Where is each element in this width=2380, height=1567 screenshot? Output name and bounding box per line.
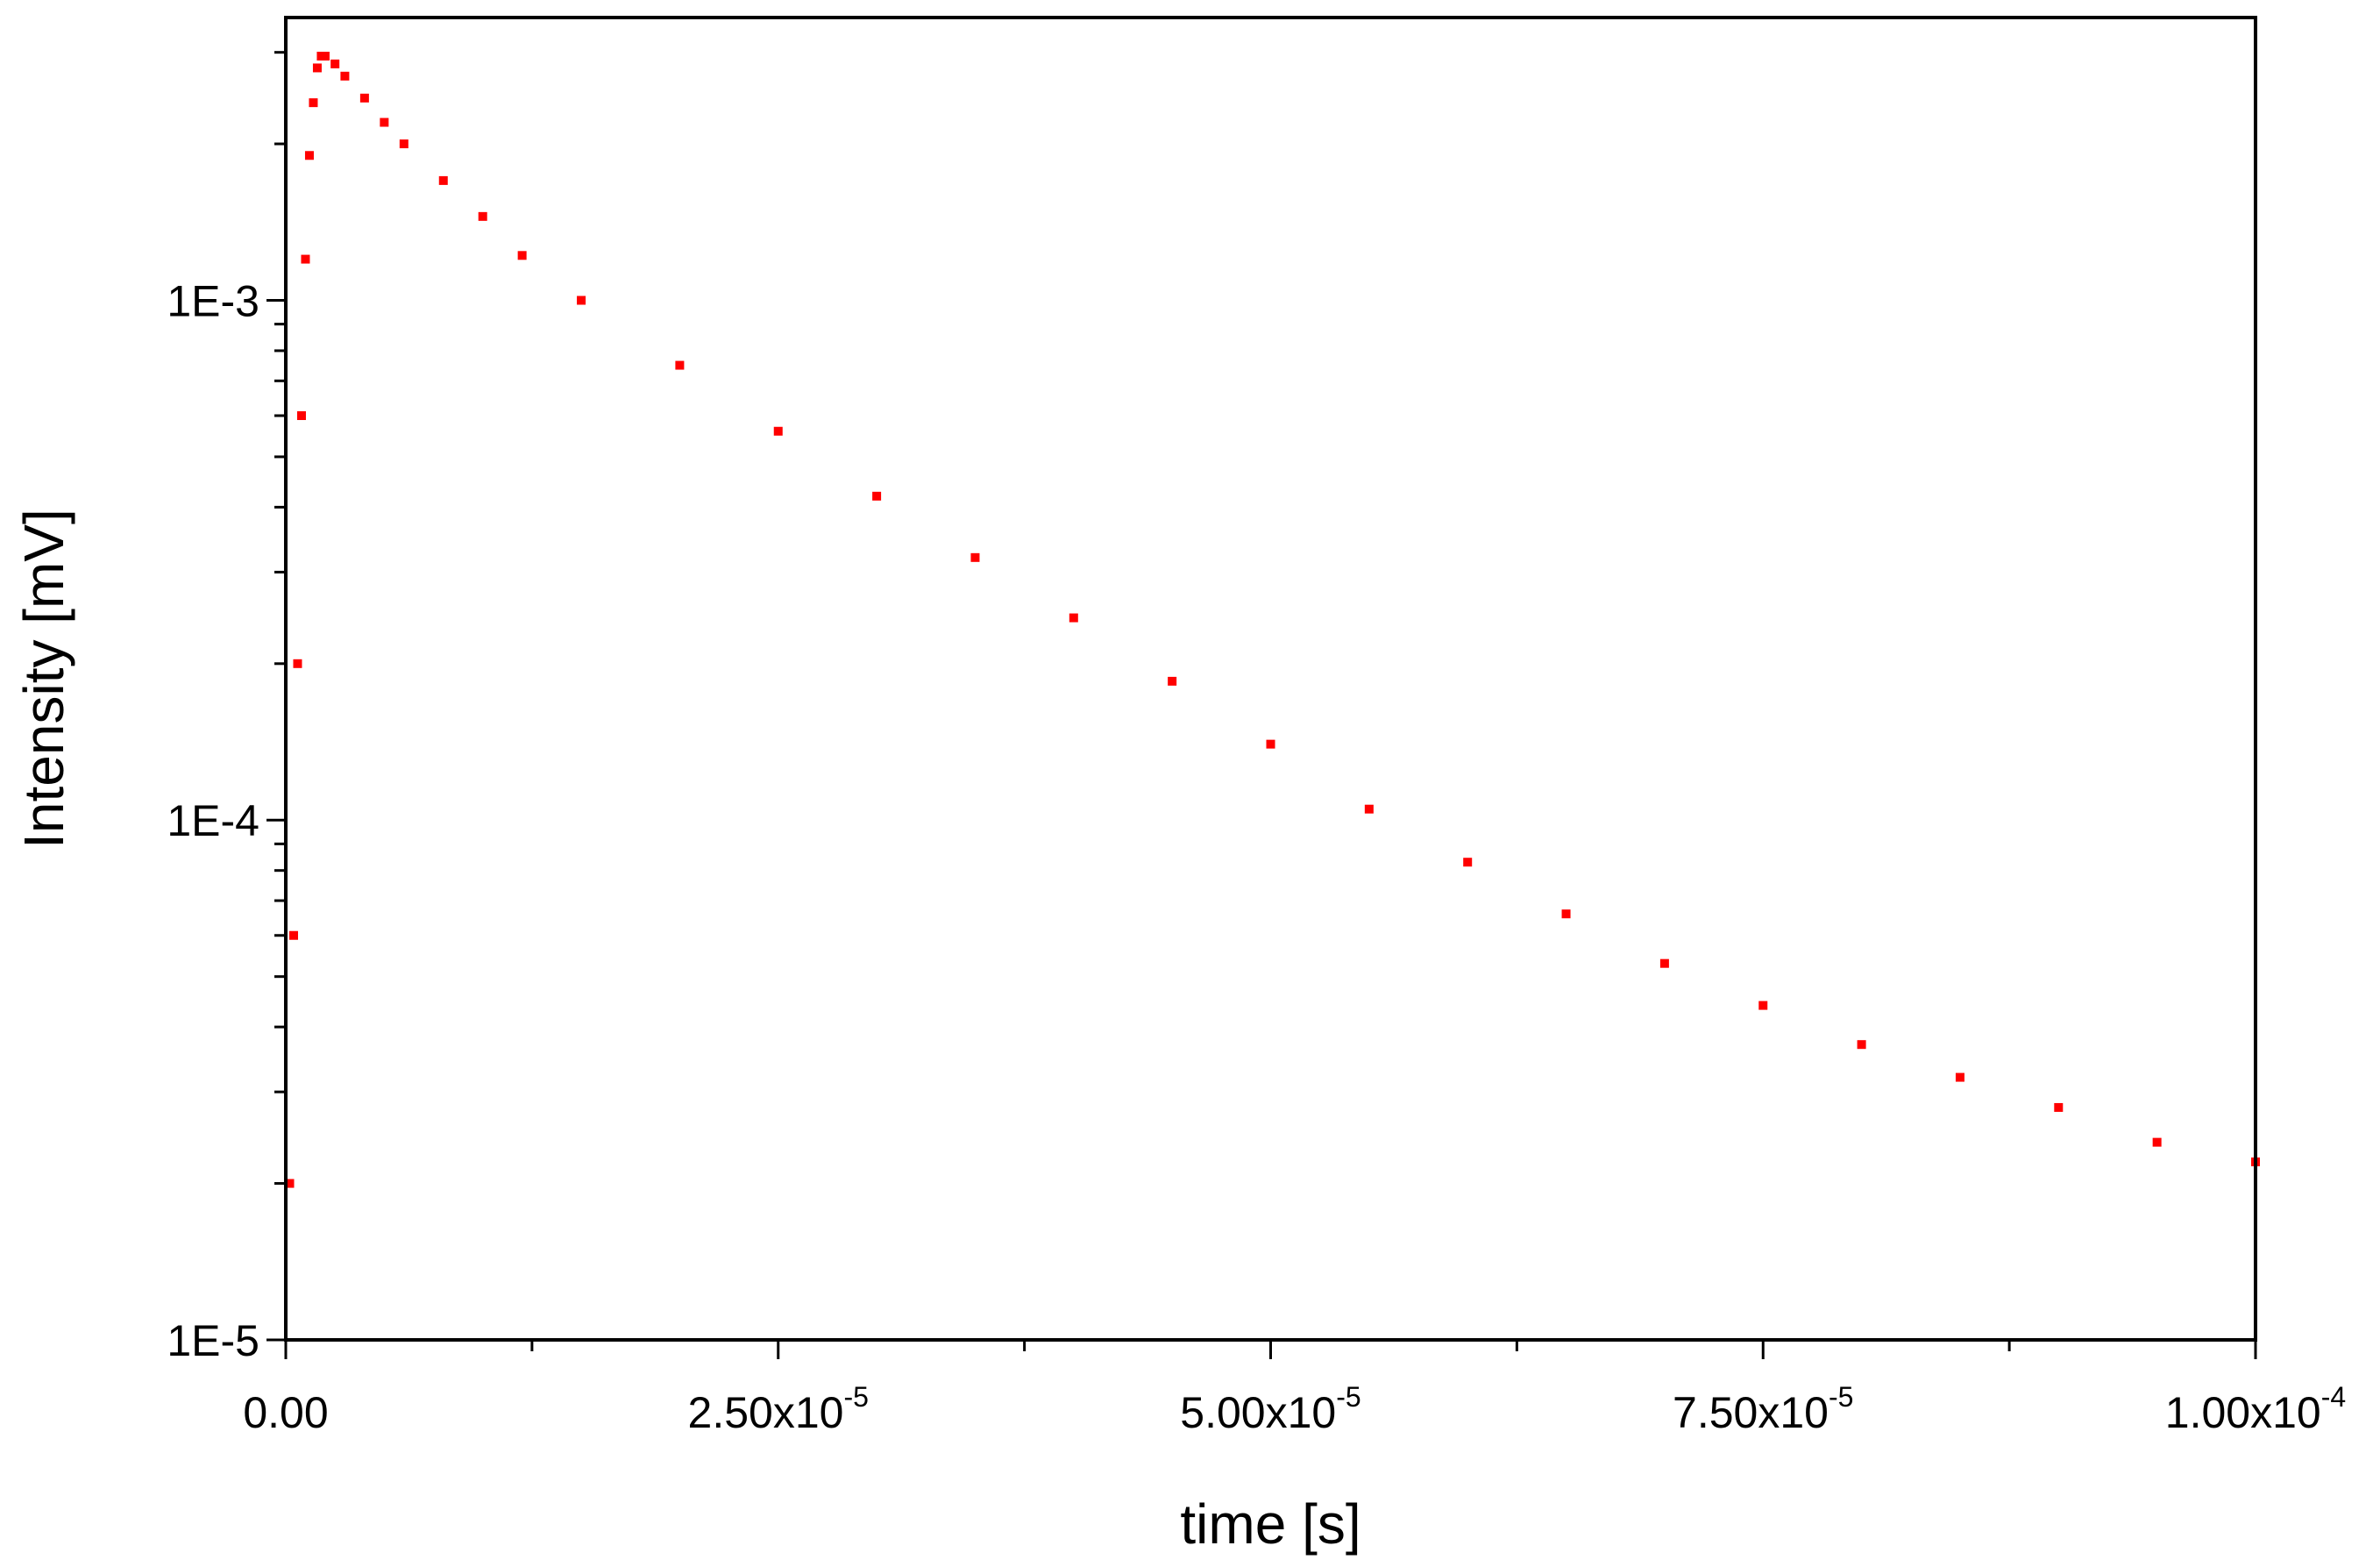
data-point	[773, 426, 783, 436]
data-point	[1364, 804, 1374, 814]
data-point	[359, 93, 369, 103]
x-tick-mantissa: 0.00	[243, 1388, 328, 1437]
data-point	[1659, 958, 1669, 968]
data-point	[309, 98, 318, 108]
data-point	[293, 659, 302, 668]
data-point	[675, 360, 685, 370]
data-point	[438, 175, 448, 185]
x-tick-exponent: -5	[1829, 1381, 1853, 1413]
tick-labels: 0.00 2.50x10-5 5.00x10-5 7.50x10-5 1.00x10-4…	[167, 276, 2346, 1437]
plot-frame	[284, 16, 2257, 1342]
data-points	[285, 52, 2260, 1188]
x-tick-mantissa: 5.00x10	[1180, 1388, 1336, 1437]
x-tick-label: 7.50x10-5	[1673, 1381, 1853, 1437]
data-point	[312, 63, 322, 73]
data-point	[330, 59, 340, 68]
data-point	[1266, 739, 1275, 749]
data-point	[304, 151, 314, 160]
y-tick-label: 1E-4	[167, 796, 259, 845]
x-tick-label: 2.50x10-5	[688, 1381, 869, 1437]
data-point	[296, 410, 306, 420]
data-point	[1758, 1001, 1768, 1010]
data-point	[1168, 676, 1177, 686]
data-point	[872, 491, 882, 501]
data-point	[285, 1179, 295, 1188]
x-tick-label: 0.00	[243, 1388, 328, 1437]
x-tick-label: 1.00x10-4	[2165, 1381, 2346, 1437]
data-point	[320, 52, 330, 61]
x-tick-exponent: -4	[2321, 1381, 2346, 1413]
data-point	[1463, 858, 1473, 867]
data-point	[970, 552, 980, 562]
data-point	[399, 139, 409, 149]
data-point	[517, 251, 527, 260]
x-tick-exponent: -5	[1336, 1381, 1361, 1413]
data-point	[288, 930, 298, 940]
data-point	[1561, 909, 1571, 919]
y-axis-title: Intensity [mV]	[12, 509, 75, 849]
x-tick-mantissa: 2.50x10	[688, 1388, 844, 1437]
x-tick-mantissa: 7.50x10	[1673, 1388, 1829, 1437]
data-point	[2054, 1102, 2064, 1112]
y-tick-label: 1E-5	[167, 1316, 259, 1365]
x-tick-exponent: -5	[843, 1381, 868, 1413]
x-tick-mantissa: 1.00x10	[2165, 1388, 2321, 1437]
data-point	[1857, 1040, 1866, 1050]
data-point	[577, 296, 586, 305]
data-point	[340, 71, 350, 81]
data-point	[2152, 1137, 2162, 1147]
data-point	[1069, 613, 1078, 623]
data-point	[478, 211, 487, 221]
data-point	[380, 118, 389, 127]
y-tick-label: 1E-3	[167, 276, 259, 325]
axis-ticks	[266, 51, 2257, 1359]
data-point	[1955, 1072, 1964, 1082]
data-point	[301, 254, 310, 264]
x-axis-title: time [s]	[1180, 1492, 1361, 1556]
x-tick-label: 5.00x10-5	[1180, 1381, 1361, 1437]
